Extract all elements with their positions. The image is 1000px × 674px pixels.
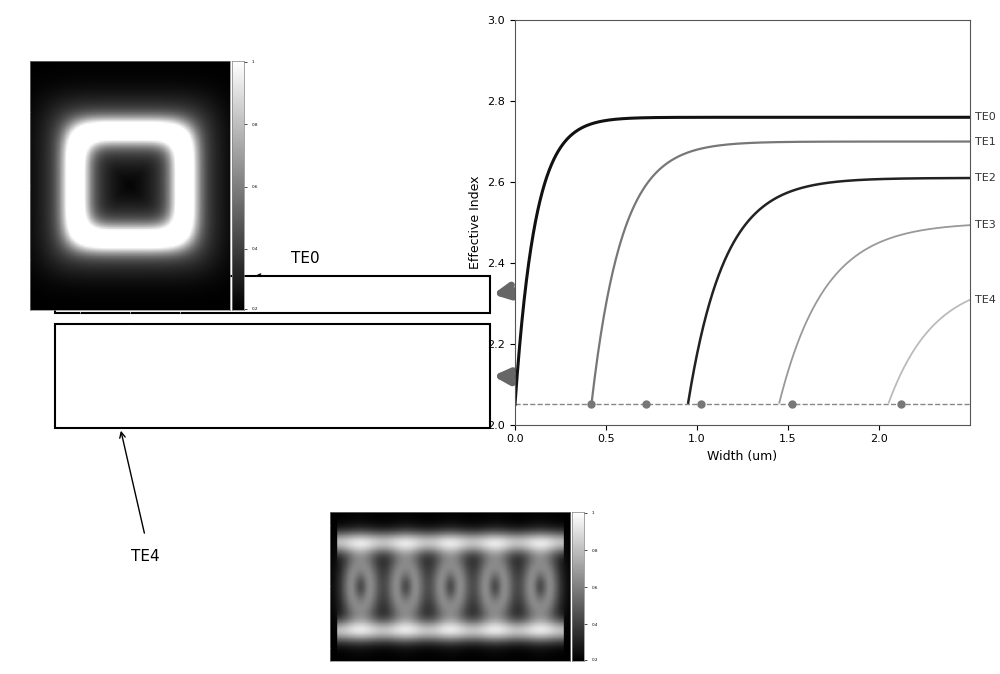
Y-axis label: μm: μm — [303, 582, 308, 591]
Text: TE4: TE4 — [975, 295, 996, 305]
Bar — [55, 324, 490, 428]
Text: TE4: TE4 — [131, 549, 159, 563]
Text: TE0: TE0 — [291, 251, 319, 266]
Text: TE1: TE1 — [975, 137, 996, 146]
Bar — [55, 276, 490, 313]
Y-axis label: μm: μm — [3, 181, 8, 190]
Text: TE2: TE2 — [975, 173, 996, 183]
X-axis label: Width (um): Width (um) — [707, 450, 778, 463]
Text: TE3: TE3 — [975, 220, 996, 230]
Y-axis label: Effective Index: Effective Index — [469, 176, 482, 269]
Text: TE0: TE0 — [975, 113, 996, 122]
X-axis label: μm: μm — [126, 324, 134, 329]
